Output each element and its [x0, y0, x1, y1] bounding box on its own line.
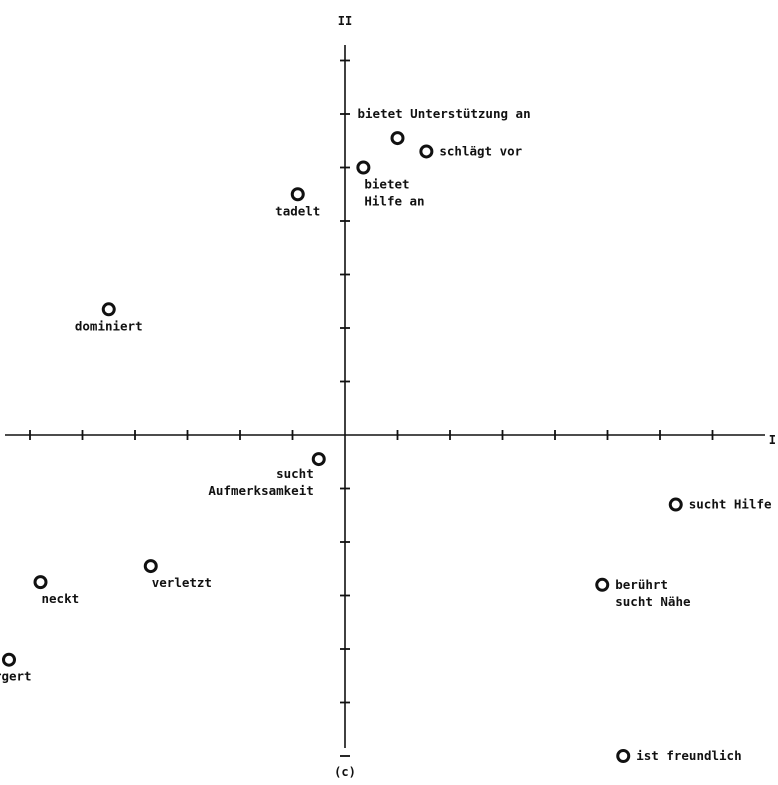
- data-point: [668, 497, 683, 512]
- chart-caption: (c): [334, 765, 356, 779]
- data-points: bietet Unterstützung an schlägt vor bietet…: [0, 106, 772, 763]
- point-label: ärgert: [0, 669, 32, 684]
- point-label: tadelt: [275, 203, 320, 218]
- point-label: Hilfe an: [364, 194, 424, 209]
- y-axis-label: II: [338, 14, 352, 28]
- point-label: schlägt vor: [439, 143, 522, 158]
- point-label: sucht Hilfe: [689, 497, 772, 512]
- axes: [5, 45, 765, 748]
- point-label: dominiert: [75, 318, 143, 333]
- point-label: sucht Nähe: [615, 594, 691, 609]
- data-point: [311, 452, 326, 467]
- point-label: sucht: [276, 466, 314, 481]
- data-point: [101, 302, 116, 317]
- data-point: [356, 160, 371, 175]
- data-point: [33, 575, 48, 590]
- point-label: neckt: [42, 591, 80, 606]
- point-label: bietet Unterstützung an: [358, 106, 531, 121]
- point-label: berührt: [615, 577, 668, 592]
- axis-ticks: [29, 59, 714, 757]
- data-point: [2, 652, 16, 667]
- point-label: ist freundlich: [636, 748, 741, 763]
- data-point: [419, 144, 434, 159]
- data-point: [143, 559, 158, 574]
- data-point: [595, 577, 610, 592]
- data-point: [390, 131, 405, 146]
- point-label: bietet: [364, 177, 409, 192]
- x-axis-label: I: [769, 433, 776, 447]
- data-point: [290, 187, 305, 202]
- point-label: Aufmerksamkeit: [208, 483, 313, 498]
- point-label: verletzt: [152, 575, 212, 590]
- data-point: [616, 749, 631, 763]
